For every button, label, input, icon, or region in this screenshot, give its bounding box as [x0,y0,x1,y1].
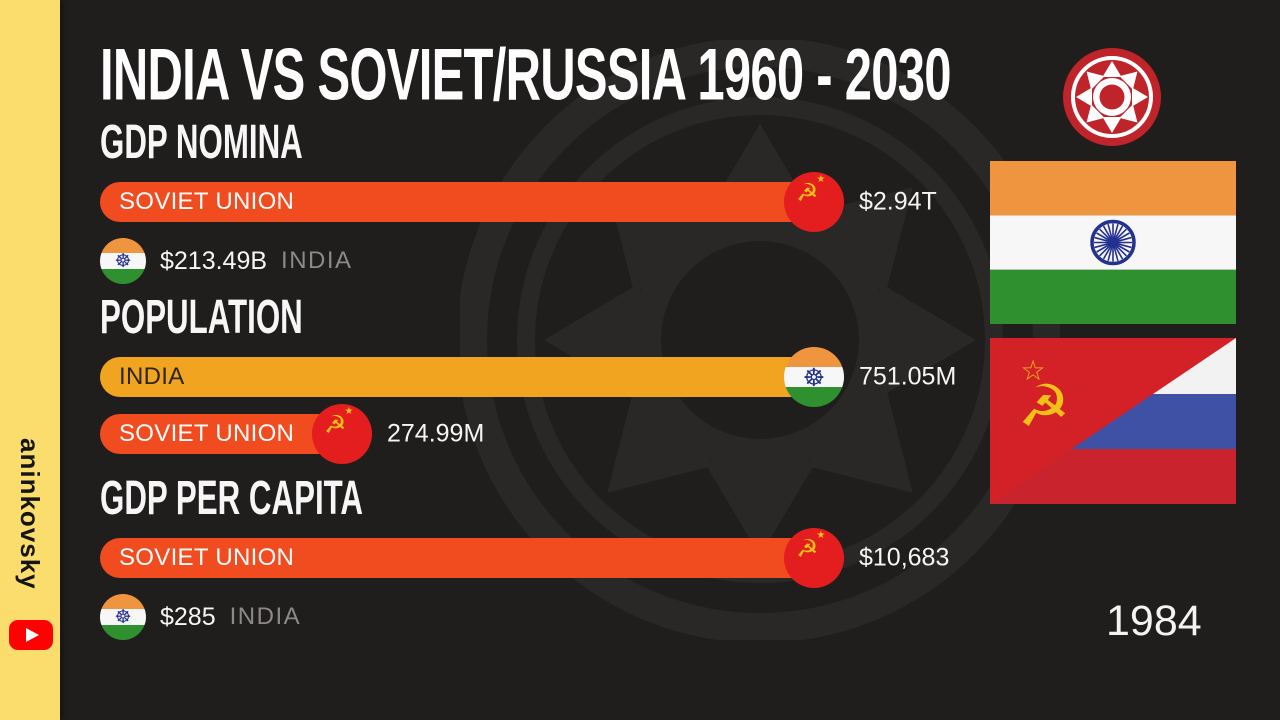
india-flag-badge: ☸ [100,238,146,284]
section-label: GDP NOMINA [100,113,303,169]
ashoka-chakra-icon: ☸ [802,362,826,392]
youtube-icon [9,620,53,650]
bar-value-label: $213.49B [160,246,268,275]
channel-sidebar: aninkovsky [0,0,60,720]
bar-country-label: INDIA [119,363,185,390]
soviet-flag-badge: ☭ ★ [784,528,844,588]
section-label: GDP PER CAPITA [100,469,364,525]
ashoka-chakra-icon: ☸ [114,605,132,628]
play-triangle-icon [26,628,39,642]
india-flag-badge: ☸ [100,594,146,640]
bar-value-label: 274.99M [387,419,485,448]
soviet-russia-flag-image: ☆ ☭ [990,338,1236,504]
hammer-sickle-icon: ☭ [324,410,347,440]
bar-value-label: $2.94T [859,187,937,216]
ashoka-chakra-icon [1090,219,1136,266]
chart-badge-row: ☸ $285 INDIA [100,594,920,640]
hammer-sickle-icon: ☭ [796,534,819,564]
chart-bar-row: INDIA ☸ 751.05M [100,347,956,407]
soviet-star-icon: ☆ [1020,354,1045,387]
bar-india: INDIA [100,357,844,397]
channel-logo-icon [1063,48,1161,146]
bar-country-label: INDIA [229,603,302,630]
chart-bar-row: SOVIET UNION ☭ ★ $10,683 [100,528,949,588]
bar-country-label: SOVIET UNION [119,420,295,447]
bar-value-label: $10,683 [859,543,950,572]
year-indicator: 1984 [1106,597,1202,645]
soviet-star-icon: ★ [816,174,826,185]
section-population: POPULATION INDIA ☸ 751.05M SOVIET UNION ☭ ★ 274… [100,288,956,464]
bar-soviet-union: SOVIET UNION [100,182,844,222]
soviet-star-icon: ★ [816,530,826,541]
soviet-flag-badge: ☭ ★ [784,172,844,232]
bar-country-label: SOVIET UNION [119,544,295,571]
page-title: INDIA VS SOVIET/RUSSIA 1960 - 2030 [100,33,952,116]
soviet-star-icon: ★ [344,406,354,417]
soviet-flag-badge: ☭ ★ [312,404,372,464]
hammer-sickle-icon: ☭ [796,178,819,208]
chart-bar-row: SOVIET UNION ☭ ★ $2.94T [100,172,937,232]
bar-value-label: 751.05M [859,362,957,391]
chart-badge-row: ☸ $213.49B INDIA [100,238,920,284]
section-label: POPULATION [100,288,303,344]
ashoka-chakra-icon: ☸ [114,249,132,272]
india-flag-image [990,161,1236,324]
bar-country-label: SOVIET UNION [119,188,295,215]
section-gdp-nomina: GDP NOMINA SOVIET UNION ☭ ★ $2.94T ☸ $213.49B I… [100,113,937,284]
channel-name: aninkovsky [15,438,45,590]
bar-soviet-union: SOVIET UNION [100,538,844,578]
chart-bar-row: SOVIET UNION ☭ ★ 274.99M [100,404,920,464]
section-gdp-per-capita: GDP PER CAPITA SOVIET UNION ☭ ★ $10,683 ☸ $285… [100,469,949,640]
india-flag-badge: ☸ [784,347,844,407]
bar-value-label: $285 [160,602,216,631]
bar-country-label: INDIA [281,247,353,274]
hammer-sickle-icon: ☭ [1018,372,1070,440]
